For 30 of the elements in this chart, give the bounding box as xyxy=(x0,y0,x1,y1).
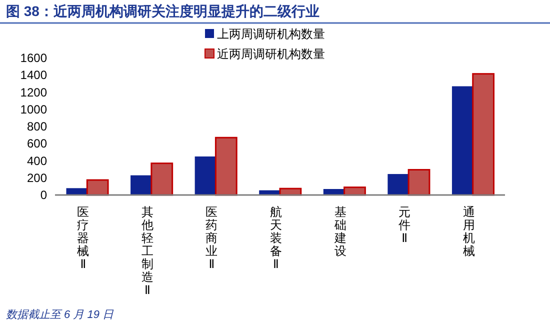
bar xyxy=(388,174,409,195)
x-tick-label: 元件Ⅱ xyxy=(398,205,411,245)
y-tick-label: 0 xyxy=(40,188,48,202)
y-tick-label: 1600 xyxy=(20,51,48,65)
x-tick-label: 医药商业Ⅱ xyxy=(206,205,218,271)
bar xyxy=(86,179,109,196)
bar xyxy=(452,86,473,195)
text: 数据截止至 6 月 19 日 xyxy=(6,308,115,321)
y-tick-label: 600 xyxy=(26,136,48,151)
bar xyxy=(472,73,494,196)
bar xyxy=(214,136,238,196)
y-tick-label: 200 xyxy=(26,170,48,185)
legend-label: 近两周调研机构数量 xyxy=(217,47,325,61)
bar xyxy=(408,168,430,196)
title: 图 38：近两周机构调研关注度明显提升的二级行业 xyxy=(6,3,320,19)
x-tick-label: 航天装备Ⅱ xyxy=(270,205,282,271)
y-tick-label: 800 xyxy=(26,120,48,134)
y-tick-label: 400 xyxy=(26,154,48,168)
x-tick-label: 通用机械 xyxy=(462,205,475,258)
y-tick-label: 1400 xyxy=(20,68,48,82)
x-tick-label: 其他轻工制造Ⅱ xyxy=(141,205,154,297)
bar xyxy=(66,188,88,195)
legend-label: 上两周调研机构数量 xyxy=(217,27,325,41)
bar xyxy=(130,175,152,195)
x-tick-label: 基础建设 xyxy=(333,205,346,258)
y-tick-label: 1200 xyxy=(20,85,48,100)
y-tick-label: 1000 xyxy=(20,102,48,116)
x-tick-label: 医疗器械Ⅱ xyxy=(77,205,90,271)
bar xyxy=(150,162,174,196)
bar xyxy=(194,156,216,195)
